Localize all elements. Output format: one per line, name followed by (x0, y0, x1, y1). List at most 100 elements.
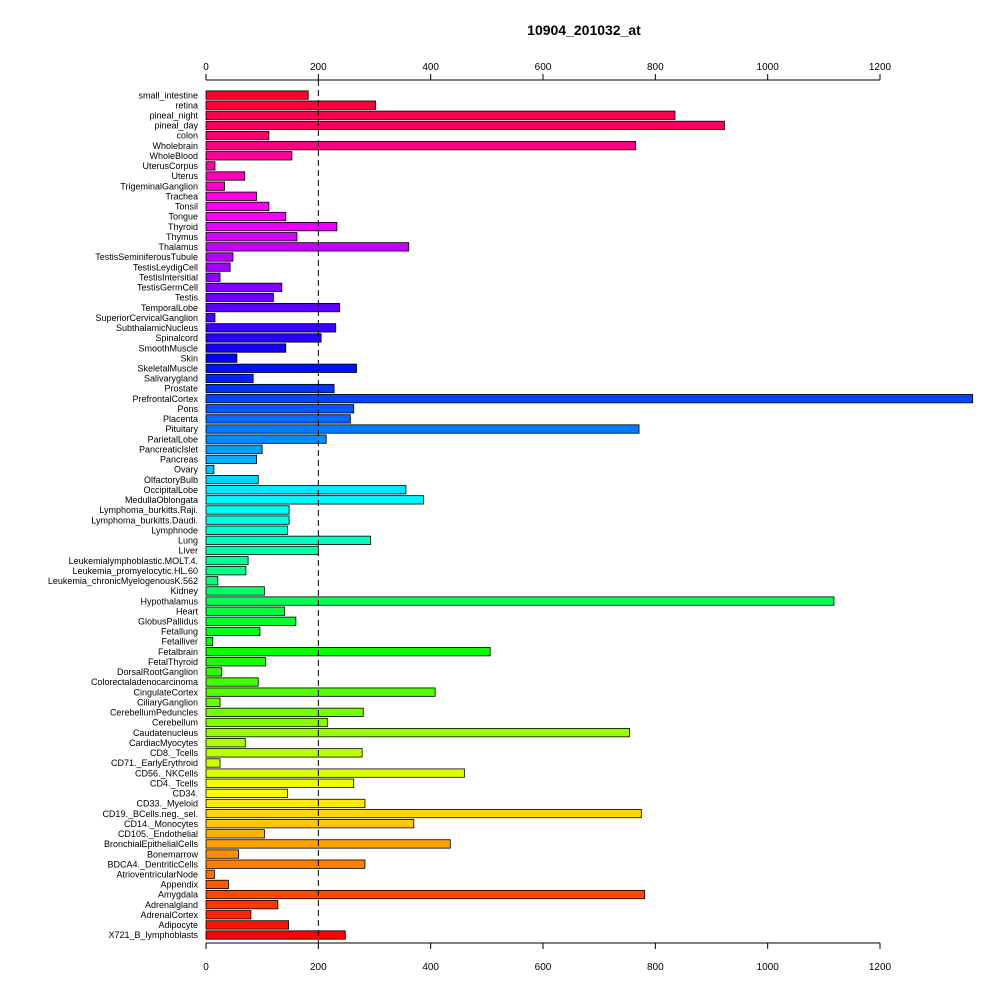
bar (205, 90, 309, 100)
category-label: Pons (177, 404, 198, 414)
category-label: Lymphnode (151, 525, 198, 535)
category-label: OccipitalLobe (143, 485, 198, 495)
bar (205, 910, 252, 920)
bar (205, 586, 265, 596)
bar (205, 616, 297, 626)
category-label: Pancreas (160, 455, 199, 465)
bar (205, 272, 221, 282)
category-label: Skin (180, 353, 198, 363)
category-label: Pituitary (165, 424, 198, 434)
category-label: Leukemia_promyelocytic.HL.60 (72, 566, 198, 576)
bottom-tick-label: 600 (535, 962, 552, 973)
bar (205, 120, 725, 131)
bar (205, 930, 346, 940)
category-label: UterusCorpus (142, 161, 198, 171)
category-label: Tongue (168, 212, 198, 222)
category-labels: small_intestineretinapineal_nightpineal_… (48, 90, 199, 940)
bar (205, 798, 366, 809)
bar (205, 849, 239, 859)
bar (205, 323, 337, 333)
bar (205, 778, 355, 788)
bar (205, 141, 637, 151)
bar (205, 677, 259, 687)
bar (205, 707, 364, 717)
bar (205, 333, 322, 343)
bar (205, 313, 216, 323)
bar (205, 647, 491, 657)
bar (205, 151, 293, 161)
bar (205, 839, 451, 849)
category-label: Leukemialymphoblastic.MOLT.4. (69, 556, 198, 566)
category-label: TemporalLobe (141, 303, 198, 313)
bottom-tick-label: 800 (647, 962, 664, 973)
category-label: Appendix (160, 880, 198, 890)
top-tick-label: 0 (203, 62, 209, 73)
category-label: AdrenalCortex (140, 910, 198, 920)
bar (205, 475, 259, 485)
category-label: CD71._EarlyErythroid (111, 758, 198, 768)
category-label: pineal_day (154, 121, 198, 131)
bar (205, 525, 288, 535)
bar (205, 262, 231, 272)
bar (205, 434, 327, 444)
bars (205, 90, 974, 940)
bar (205, 394, 974, 404)
bar (205, 302, 341, 313)
category-label: CD34. (172, 789, 198, 799)
category-label: Lung (178, 536, 198, 546)
bar (205, 414, 351, 424)
top-tick-label: 600 (535, 62, 552, 73)
category-label: Salivarygland (144, 374, 198, 384)
top-x-axis: 0 200 400 600 800 1000 1200 (203, 62, 892, 81)
top-tick-label: 800 (647, 62, 664, 73)
bar (205, 373, 254, 384)
category-label: Fetallung (161, 627, 198, 637)
bottom-tick-label: 0 (203, 962, 209, 973)
bar (205, 292, 274, 303)
category-label: CingulateCortex (133, 687, 198, 697)
bar (205, 717, 328, 728)
bar (205, 110, 676, 120)
category-label: Colorectaladenocarcinoma (91, 677, 198, 687)
category-label: TestisGermCell (137, 283, 198, 293)
bar (205, 626, 261, 637)
category-label: SuperiorCervicalGanglion (95, 313, 198, 323)
bar (205, 657, 266, 667)
bar (205, 697, 221, 707)
category-label: Thalamus (158, 242, 198, 252)
bottom-tick-label: 400 (422, 962, 439, 973)
category-label: Fetalbrain (158, 647, 198, 657)
category-label: Fetalliver (161, 637, 198, 647)
category-label: Thyroid (168, 222, 198, 232)
bar (205, 343, 287, 353)
bar (205, 353, 238, 363)
bar (205, 545, 319, 556)
bar (205, 191, 257, 201)
category-label: WholeBlood (149, 151, 198, 161)
category-label: SkeletalMuscle (137, 364, 198, 374)
category-label: Adipocyte (158, 920, 198, 930)
category-label: colon (176, 131, 198, 141)
bar (205, 252, 234, 262)
category-label: CD33._Myeloid (136, 799, 198, 809)
bar (205, 576, 219, 586)
top-tick-label: 200 (310, 62, 327, 73)
category-label: retina (175, 100, 198, 110)
bar (205, 454, 257, 464)
bar (205, 171, 246, 181)
category-label: CD14._Monocytes (124, 819, 199, 829)
category-label: PrefrontalCortex (132, 394, 198, 404)
bar (205, 222, 338, 232)
category-label: Bonemarrow (147, 849, 199, 859)
category-label: TestisIntersitial (139, 272, 198, 282)
category-label: CD4._Tcells (150, 778, 199, 788)
category-label: CD8._Tcells (150, 748, 199, 758)
category-label: SubthalamicNucleus (116, 323, 199, 333)
category-label: TestisLeydigCell (133, 262, 198, 272)
bar (205, 869, 215, 879)
bar (205, 505, 290, 515)
top-tick-label: 400 (422, 62, 439, 73)
category-label: CD105._Endothelial (118, 829, 198, 839)
category-label: Kidney (170, 586, 198, 596)
